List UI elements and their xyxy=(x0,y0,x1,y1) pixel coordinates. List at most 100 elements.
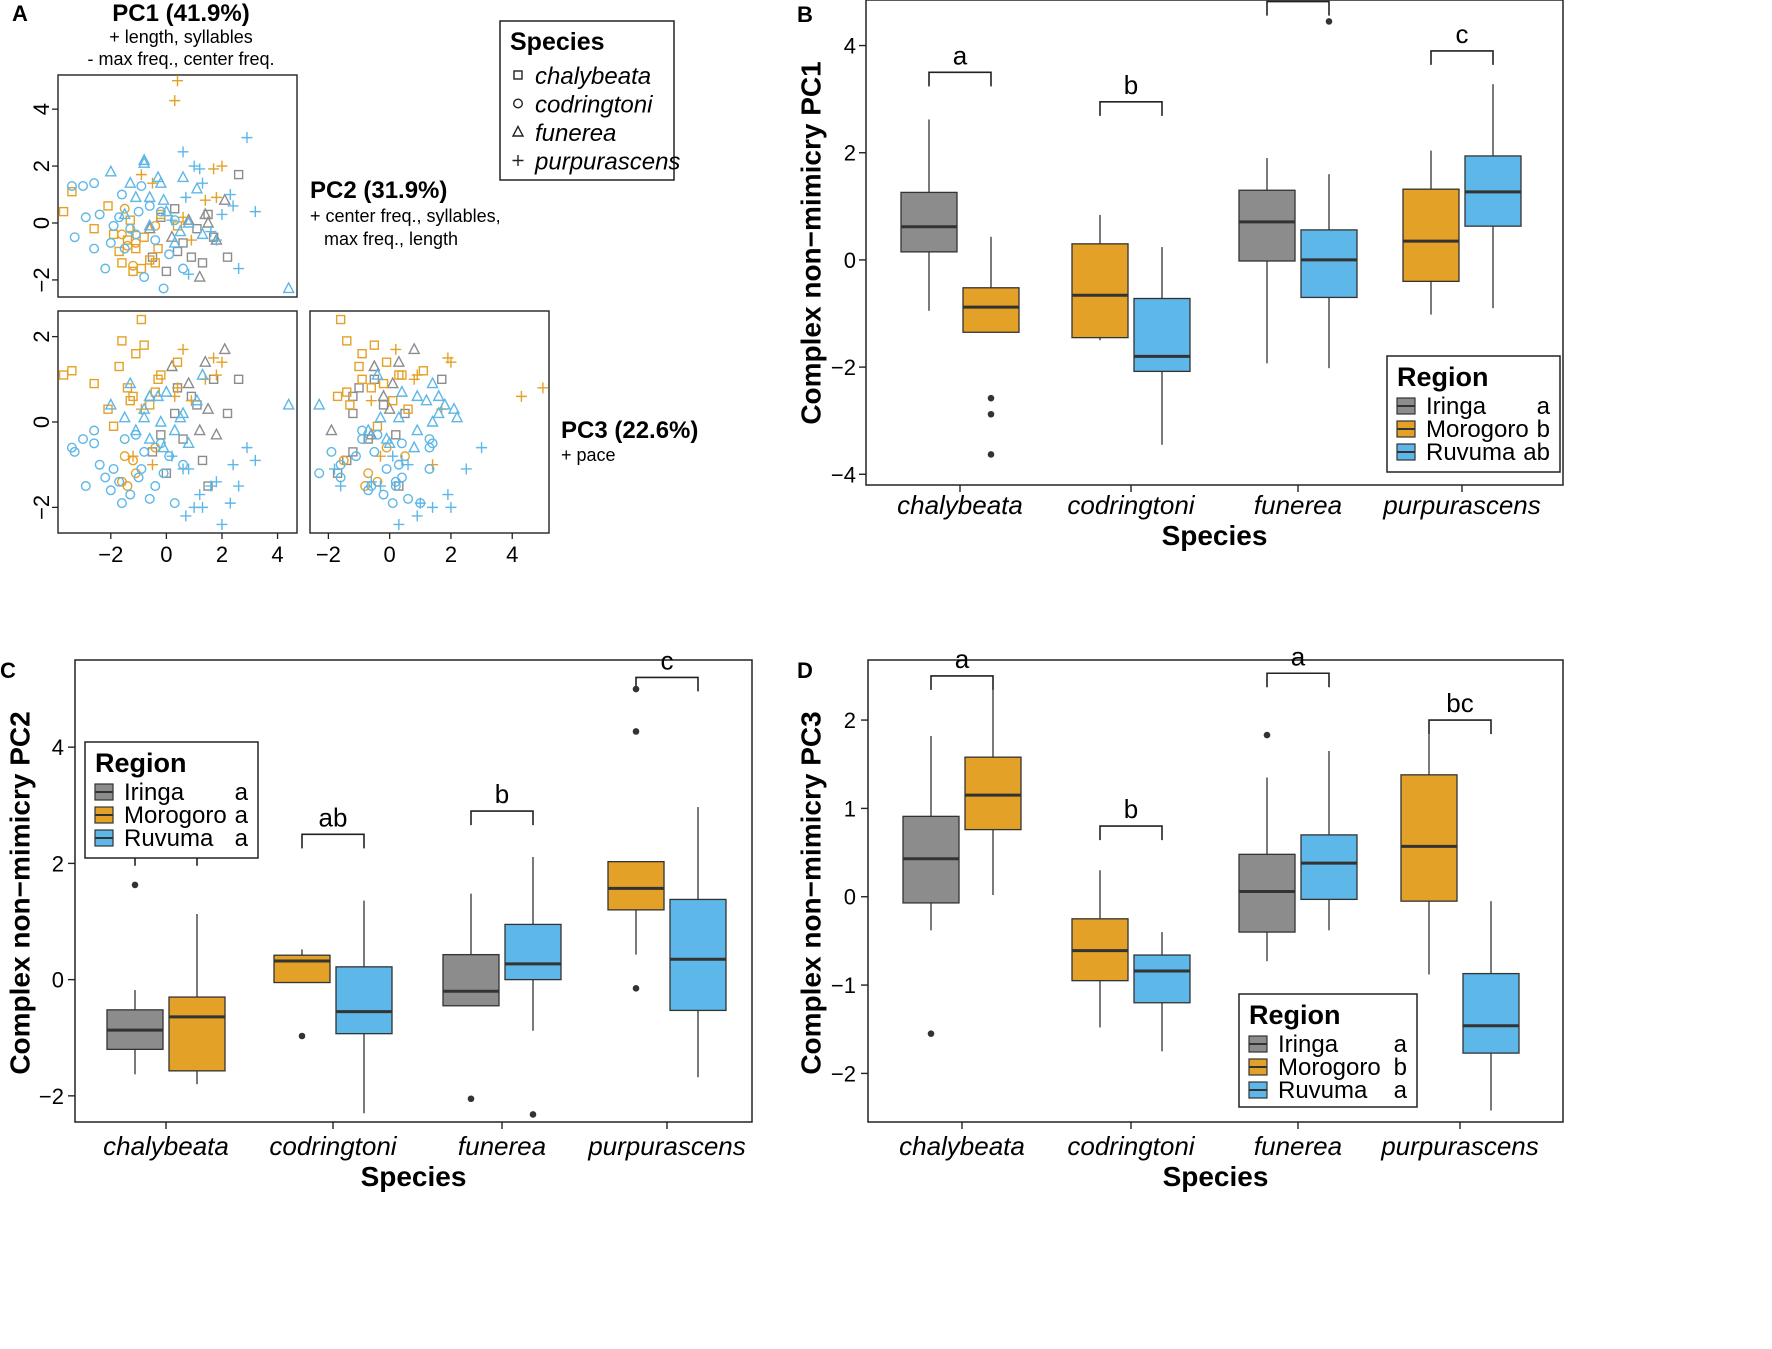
marker-square xyxy=(178,434,188,444)
marker-square xyxy=(147,252,158,262)
marker-triangle xyxy=(432,389,445,402)
marker-plus xyxy=(172,382,183,394)
marker-triangle xyxy=(118,410,131,423)
marker-circle xyxy=(119,243,130,254)
marker-plus xyxy=(208,352,220,364)
marker-circle xyxy=(119,451,130,462)
x-tick-label: funerea xyxy=(458,1131,546,1161)
pc1-desc: - max freq., center freq. xyxy=(87,49,274,69)
box-ruvuma xyxy=(669,898,727,1012)
marker-square xyxy=(394,370,404,380)
marker-triangle xyxy=(157,440,170,453)
marker-triangle xyxy=(199,355,212,367)
box-morogoro xyxy=(964,756,1022,831)
marker-circle xyxy=(80,481,91,492)
marker-plus xyxy=(199,194,211,206)
marker-plus xyxy=(476,442,488,454)
marker-triangle xyxy=(368,359,381,372)
marker-square xyxy=(156,430,166,440)
marker-triangle xyxy=(432,406,445,419)
marker-plus xyxy=(249,206,261,218)
marker-circle xyxy=(363,468,374,479)
pc2-title: PC2 (31.9%) xyxy=(310,177,447,204)
marker-circle xyxy=(105,237,116,248)
panel-b: B 4 2 0 −2 −4 Complex non−mimicry PC1 Species ch… xyxy=(795,0,1564,551)
panel-a: A −2 0 2 4 −2 0 2 −2 0 2 4 −2 0 2 4 PC1 (41.9%)+ length,… xyxy=(12,0,698,567)
y-tick-label: 2 xyxy=(52,851,64,876)
marker-plus xyxy=(224,497,236,509)
marker-square xyxy=(418,366,429,376)
marker-square xyxy=(136,314,147,325)
marker-circle xyxy=(136,463,147,474)
x-tick-label: 2 xyxy=(216,542,228,567)
box-outlier xyxy=(632,728,640,735)
marker-square xyxy=(170,408,180,419)
pc1-title: PC1 (41.9%) xyxy=(112,0,249,27)
x-tick-label: funerea xyxy=(1254,490,1342,520)
marker-circle xyxy=(350,451,361,462)
marker-plus xyxy=(365,476,377,488)
marker-circle xyxy=(69,446,80,457)
marker-triangle xyxy=(176,170,190,183)
marker-circle xyxy=(378,489,389,500)
y-tick-label: −2 xyxy=(29,267,54,292)
marker-square xyxy=(366,383,376,393)
box-morogoro xyxy=(1071,243,1129,339)
marker-square xyxy=(128,266,138,277)
x-tick-label: purpurascens xyxy=(1380,1131,1539,1161)
significance-letter: a xyxy=(955,644,970,674)
box-morogoro xyxy=(1400,774,1458,902)
marker-square xyxy=(397,370,407,380)
marker-plus xyxy=(445,501,457,513)
marker-plus xyxy=(411,369,423,381)
pc3-desc: + pace xyxy=(561,445,616,465)
marker-triangle xyxy=(151,389,165,402)
box-morogoro xyxy=(962,287,1020,333)
marker-circle xyxy=(513,98,524,109)
marker-circle xyxy=(158,468,169,479)
significance-bracket xyxy=(928,71,992,87)
x-tick-label: chalybeata xyxy=(103,1131,229,1161)
box-outlier xyxy=(1263,731,1271,739)
marker-plus xyxy=(249,454,261,466)
box-morogoro xyxy=(607,861,665,911)
marker-circle xyxy=(144,200,155,211)
significance-letter: ab xyxy=(319,802,348,832)
marker-plus xyxy=(210,476,222,488)
marker-circle xyxy=(122,481,133,492)
legend-item: Ruvuma xyxy=(124,825,214,852)
marker-plus xyxy=(396,454,408,466)
marker-triangle xyxy=(408,440,421,453)
marker-square xyxy=(197,455,208,466)
marker-triangle xyxy=(199,207,212,220)
marker-plus xyxy=(183,463,195,475)
marker-circle xyxy=(396,472,407,483)
marker-square xyxy=(108,421,119,431)
box-ruvuma xyxy=(1133,297,1191,373)
box-outlier xyxy=(529,1111,537,1118)
x-tick-label: −2 xyxy=(98,542,123,567)
marker-plus xyxy=(172,75,183,87)
marker-triangle xyxy=(392,410,406,423)
marker-triangle xyxy=(143,218,156,231)
marker-circle xyxy=(139,446,150,457)
marker-square xyxy=(335,314,346,325)
scatter-frame-p12 xyxy=(57,74,298,298)
panel-letter: A xyxy=(12,1,28,26)
marker-plus xyxy=(227,200,239,212)
marker-circle xyxy=(178,263,189,274)
marker-square xyxy=(89,378,99,389)
marker-triangle xyxy=(438,397,451,410)
marker-square xyxy=(58,370,69,380)
y-tick-label: −2 xyxy=(39,1084,64,1109)
marker-circle xyxy=(116,189,127,200)
x-tick-label: 0 xyxy=(160,542,172,567)
significance-bracket xyxy=(1099,825,1163,841)
marker-plus xyxy=(177,146,189,158)
marker-triangle xyxy=(190,181,204,194)
marker-square xyxy=(145,255,155,265)
legend-title: Region xyxy=(95,748,187,778)
marker-square xyxy=(122,235,133,245)
marker-plus xyxy=(414,497,426,509)
